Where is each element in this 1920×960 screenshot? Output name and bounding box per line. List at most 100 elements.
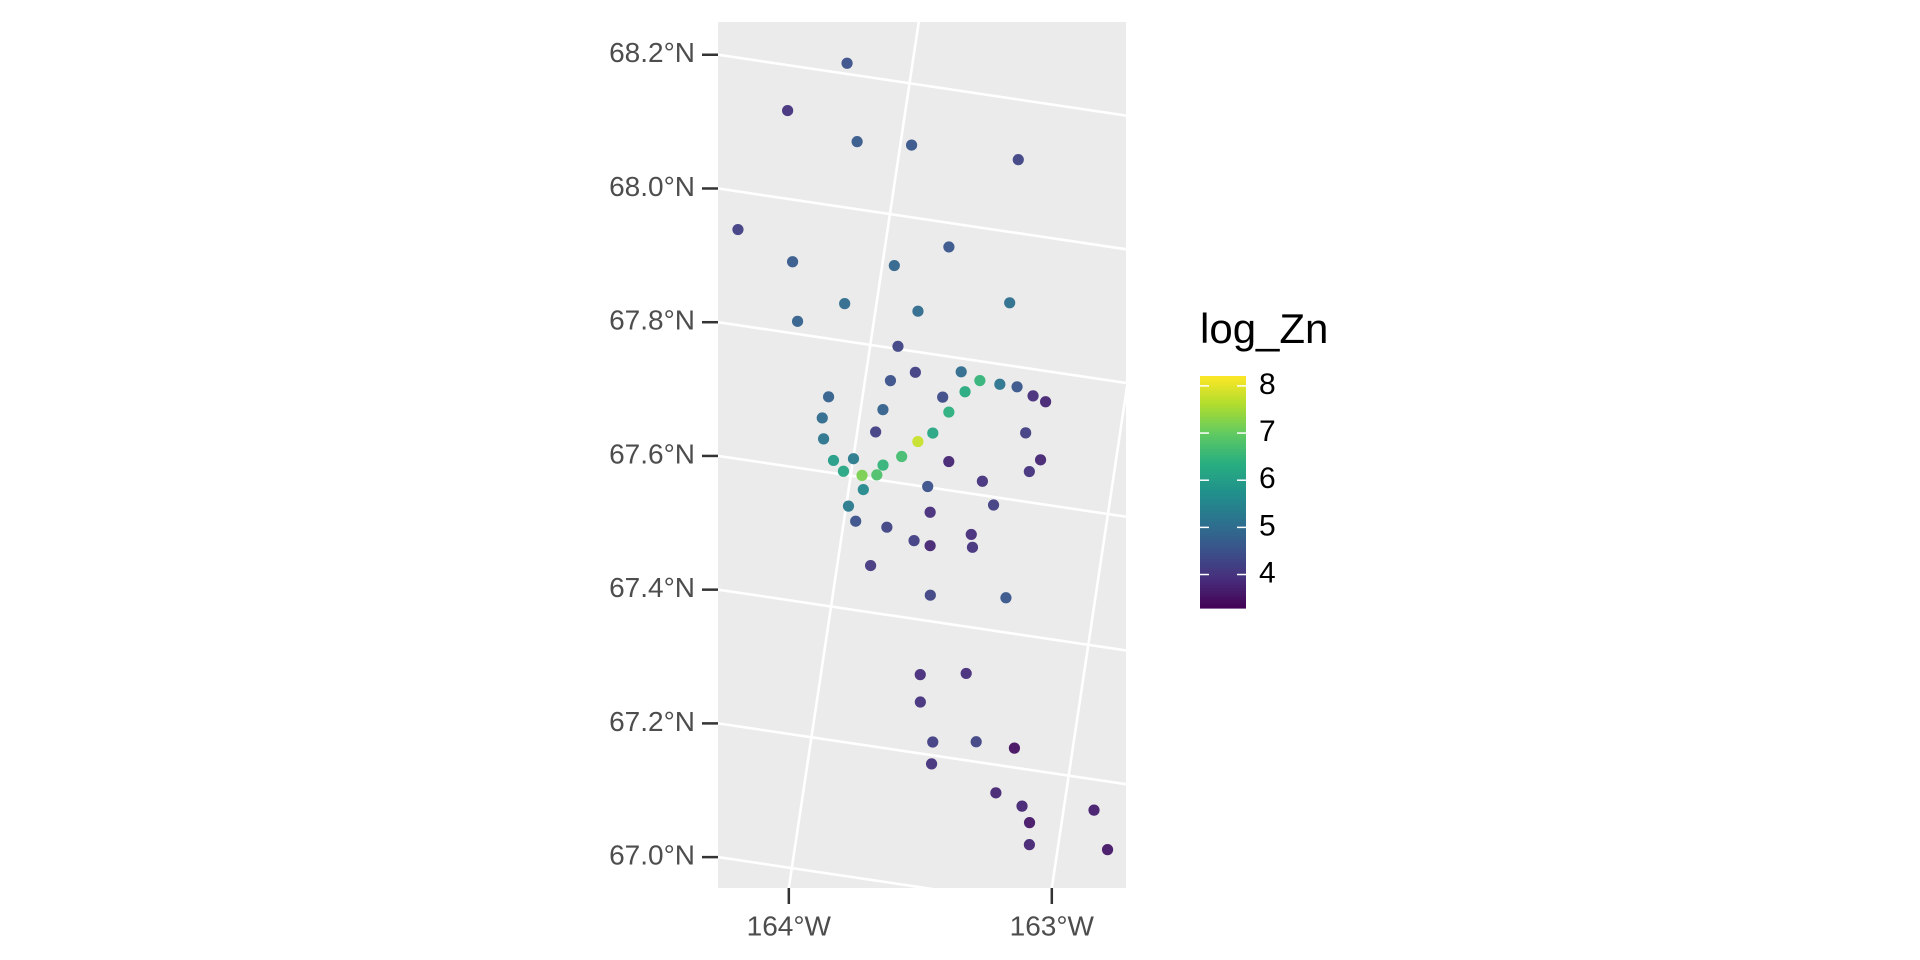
colorbar-segment	[1200, 521, 1246, 525]
grid-line	[718, 722, 1126, 786]
x-tick-label: 164°W	[747, 910, 832, 941]
colorbar-segment	[1200, 384, 1246, 389]
colorbar-segment	[1200, 399, 1246, 403]
point	[1020, 427, 1032, 439]
colorbar-tick-label: 6	[1259, 462, 1276, 495]
y-tick-label: 68.2°N	[609, 37, 695, 68]
point	[1011, 381, 1023, 393]
colorbar-segment	[1200, 532, 1246, 537]
colorbar-segment	[1200, 587, 1246, 592]
point	[914, 669, 926, 681]
grid-line	[718, 588, 1126, 652]
colorbar-segment	[1200, 579, 1246, 583]
point	[881, 521, 893, 533]
legend-title: log_Zn	[1200, 305, 1328, 352]
colorbar-segment	[1200, 555, 1246, 560]
point	[925, 758, 938, 770]
grid-line	[718, 855, 935, 888]
colorbar-segment	[1200, 550, 1246, 554]
colorbar-segment	[1200, 480, 1246, 484]
point	[927, 427, 939, 439]
colorbar-segment	[1200, 576, 1246, 580]
colorbar-segment	[1200, 573, 1246, 577]
colorbar-segment	[1200, 431, 1246, 435]
colorbar-tick-label: 7	[1259, 415, 1276, 448]
point	[1004, 297, 1016, 309]
point	[924, 589, 936, 601]
point	[1039, 396, 1052, 408]
colorbar-segment	[1200, 474, 1246, 479]
point	[1000, 592, 1012, 604]
colorbar-segment	[1200, 535, 1246, 539]
point	[976, 475, 988, 487]
colorbar-segment	[1200, 544, 1246, 548]
colorbar-segment	[1200, 605, 1246, 609]
colorbar-segment	[1200, 584, 1246, 589]
colorbar-segment	[1200, 439, 1246, 444]
colorbar-segment	[1200, 396, 1246, 400]
colorbar-segment	[1200, 390, 1246, 394]
grid-line	[718, 53, 1126, 117]
colorbar-segment	[1200, 518, 1246, 522]
grid-line	[718, 454, 1126, 519]
point	[970, 736, 982, 748]
colorbar-segment	[1200, 434, 1246, 438]
point	[791, 315, 804, 327]
colorbar-segment	[1200, 558, 1246, 563]
point	[892, 340, 904, 352]
point	[837, 465, 850, 477]
colorbar-segment	[1200, 581, 1246, 586]
grid-line	[1050, 384, 1126, 888]
colorbar-segment	[1200, 387, 1246, 392]
legend: log_Zn 4 5 6 7 8	[1200, 305, 1328, 609]
colorbar-segment	[1200, 402, 1246, 406]
colorbar-segment	[1200, 381, 1246, 386]
colorbar-tick-label: 8	[1259, 368, 1276, 401]
colorbar-segment	[1200, 471, 1246, 476]
point	[839, 298, 851, 310]
point	[924, 506, 936, 518]
colorbar-segment	[1200, 489, 1246, 493]
y-tick-label: 67.2°N	[609, 706, 695, 737]
colorbar-segment	[1200, 477, 1246, 481]
point	[847, 453, 860, 465]
colorbar-segment	[1200, 413, 1246, 418]
point	[905, 139, 918, 151]
point	[871, 469, 883, 481]
point	[959, 386, 971, 398]
point	[922, 480, 934, 493]
point	[927, 736, 939, 748]
colorbar-segment	[1200, 486, 1246, 490]
graticule	[718, 22, 1126, 888]
point	[841, 57, 853, 69]
colorbar-segment	[1200, 428, 1246, 432]
colorbar-segment	[1200, 378, 1246, 383]
point	[943, 455, 955, 468]
colorbar-segment	[1200, 497, 1246, 502]
colorbar-segment	[1200, 454, 1246, 458]
point	[943, 241, 955, 253]
point	[827, 454, 840, 467]
colorbar-segment	[1200, 564, 1246, 568]
colorbar-segment	[1200, 410, 1246, 415]
colorbar-segment	[1200, 436, 1246, 441]
colorbar-segment	[1200, 494, 1246, 499]
point	[965, 528, 977, 541]
colorbar-segment	[1200, 460, 1246, 464]
colorbar-segment	[1200, 570, 1246, 574]
colorbar-segment	[1200, 492, 1246, 496]
point	[877, 459, 889, 471]
colorbar-segment	[1200, 407, 1246, 412]
colorbar-segment	[1200, 523, 1246, 528]
colorbar-segment	[1200, 515, 1246, 519]
colorbar-segment	[1200, 465, 1246, 470]
colorbar-segment	[1200, 561, 1246, 566]
colorbar-segment	[1200, 529, 1246, 534]
colorbar-segment	[1200, 445, 1246, 450]
colorbar-segment	[1200, 500, 1246, 505]
point	[884, 375, 897, 387]
colorbar-segment	[1200, 541, 1246, 545]
point	[1008, 742, 1021, 754]
point	[822, 391, 835, 403]
colorbar-segment	[1200, 602, 1246, 606]
